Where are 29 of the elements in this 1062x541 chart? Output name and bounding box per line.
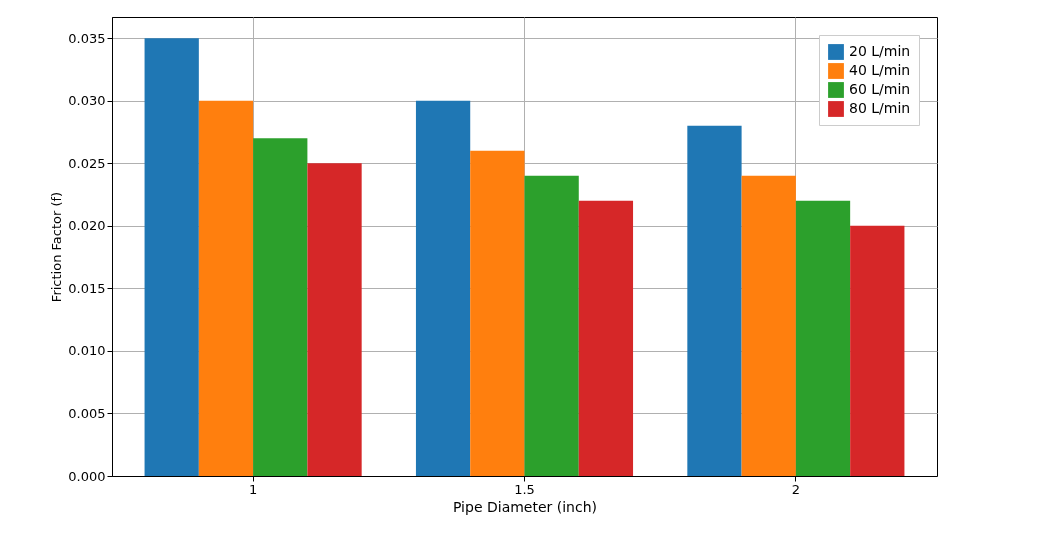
bar [415, 100, 471, 476]
bar [307, 163, 362, 476]
x-tick-label: 1.5 [514, 481, 535, 497]
y-tick-label: 0.035 [68, 30, 106, 46]
y-tick-label: 0.000 [68, 468, 106, 484]
bar [850, 225, 905, 476]
bar [578, 200, 634, 476]
y-tick-label: 0.015 [68, 280, 106, 296]
x-tick-label: 2 [791, 481, 801, 497]
y-tick-label: 0.030 [68, 93, 106, 109]
bar [741, 175, 796, 476]
bar [470, 150, 525, 476]
legend-label: 60 L/min [849, 81, 911, 97]
y-tick-label: 0.005 [68, 405, 106, 421]
bar [198, 100, 254, 476]
bar [524, 175, 579, 476]
x-tick-label: 1 [248, 481, 258, 497]
y-axis-title: Friction Factor (f) [49, 191, 65, 303]
bar [253, 138, 308, 476]
y-tick-label: 0.010 [68, 343, 106, 359]
y-tick-label: 0.025 [68, 155, 106, 171]
y-tick-label: 0.020 [68, 218, 106, 234]
bar [795, 200, 851, 476]
bar [144, 38, 199, 476]
x-axis-title: Pipe Diameter (inch) [452, 498, 598, 515]
legend-label: 20 L/min [849, 43, 911, 59]
bar [687, 125, 742, 476]
legend-label: 80 L/min [849, 100, 911, 116]
legend-label: 40 L/min [849, 62, 911, 78]
